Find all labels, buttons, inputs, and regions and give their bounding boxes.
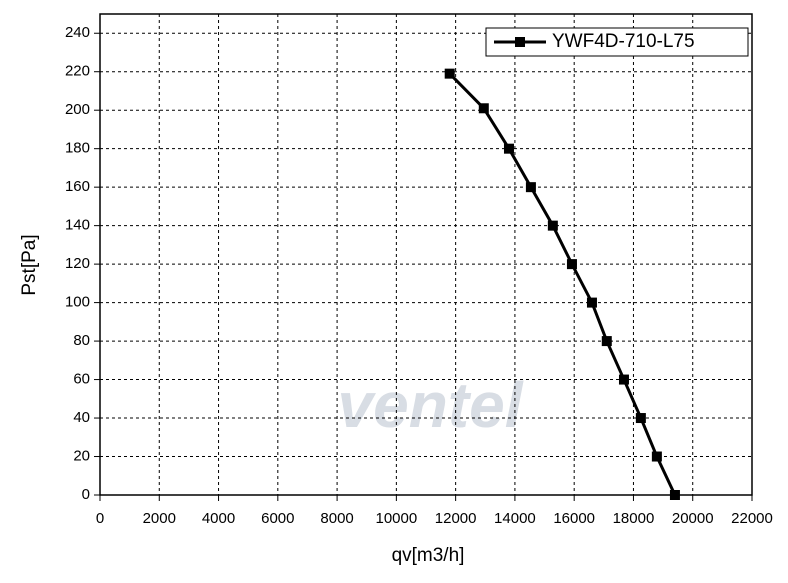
marker — [566, 259, 577, 270]
y-tick-label: 120 — [65, 255, 90, 272]
y-tick-label: 140 — [65, 217, 90, 234]
x-tick-label: 8000 — [320, 510, 353, 527]
y-tick-label: 40 — [73, 409, 90, 426]
marker — [503, 143, 514, 154]
x-tick-label: 10000 — [376, 510, 418, 527]
y-tick-label: 160 — [65, 178, 90, 195]
y-tick-label: 200 — [65, 101, 90, 118]
x-tick-label: 4000 — [202, 510, 235, 527]
marker — [651, 451, 662, 462]
legend-marker — [515, 37, 525, 47]
marker — [478, 103, 489, 114]
y-tick-label: 60 — [73, 371, 90, 388]
marker — [444, 68, 455, 79]
y-tick-label: 80 — [73, 332, 90, 349]
y-tick-label: 20 — [73, 447, 90, 464]
x-tick-label: 16000 — [553, 510, 595, 527]
y-tick-label: 0 — [82, 486, 90, 503]
x-tick-label: 22000 — [731, 510, 773, 527]
y-tick-label: 100 — [65, 294, 90, 311]
marker — [525, 182, 536, 193]
x-tick-label: 20000 — [672, 510, 714, 527]
y-tick-label: 240 — [65, 24, 90, 41]
x-tick-label: 6000 — [261, 510, 294, 527]
legend-label: YWF4D-710-L75 — [552, 31, 695, 52]
x-tick-label: 0 — [96, 510, 104, 527]
x-tick-label: 14000 — [494, 510, 536, 527]
x-tick-label: 18000 — [613, 510, 655, 527]
x-axis-label: qv[m3/h] — [392, 545, 465, 566]
x-tick-label: 2000 — [143, 510, 176, 527]
marker — [618, 374, 629, 385]
marker — [669, 490, 680, 500]
marker — [635, 413, 646, 424]
watermark: ventel — [338, 369, 524, 441]
series-line — [448, 72, 677, 496]
y-tick-label: 220 — [65, 63, 90, 80]
plot-frame — [99, 13, 753, 496]
marker — [547, 220, 558, 231]
marker — [601, 336, 612, 347]
x-tick-label: 12000 — [435, 510, 477, 527]
marker — [586, 297, 597, 308]
y-axis-label: Pst[Pa] — [19, 234, 40, 295]
y-tick-label: 180 — [65, 140, 90, 157]
